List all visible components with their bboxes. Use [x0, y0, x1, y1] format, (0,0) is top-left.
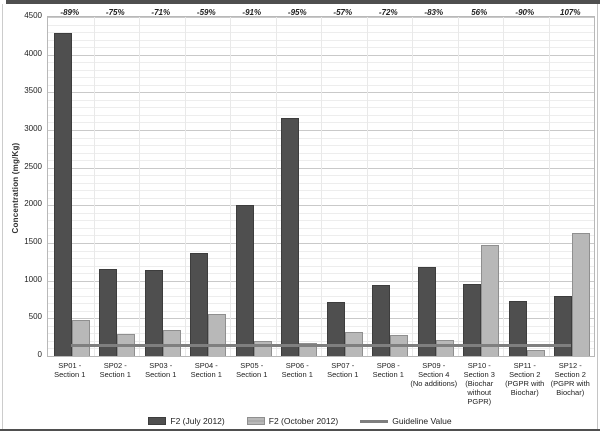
legend-label: F2 (October 2012)	[268, 416, 339, 426]
category-separator	[230, 17, 231, 356]
legend-label: F2 (July 2012)	[170, 416, 225, 426]
category-separator	[139, 17, 140, 356]
chart-legend: F2 (July 2012) F2 (October 2012) Guideline…	[0, 414, 600, 428]
category-separator	[184, 17, 186, 356]
bar-july-sp11	[508, 300, 527, 356]
percent-change-label: 56%	[471, 8, 488, 17]
bar-july-sp12	[554, 296, 573, 356]
percent-change-label: -91%	[242, 8, 262, 17]
figure-left-border	[2, 4, 3, 429]
percent-change-label: -89%	[60, 8, 80, 17]
category-separator	[275, 17, 277, 356]
category-label: SP10 - Section 3 (Biochar without PGPR)	[463, 361, 495, 406]
legend-line-swatch	[360, 419, 389, 423]
legend-swatch-july	[148, 417, 167, 425]
bar-october-sp04	[208, 313, 227, 356]
bar-july-sp04	[190, 253, 209, 356]
guideline-value-line	[70, 343, 572, 347]
bar-october-sp09	[435, 340, 454, 356]
category-label: SP06 - Section 1	[281, 361, 313, 379]
category-separator	[366, 17, 368, 356]
bar-october-sp11	[526, 349, 545, 356]
category-separator	[503, 17, 504, 356]
percent-change-label: -72%	[378, 8, 398, 17]
bar-october-sp12	[572, 232, 591, 356]
plot-area	[47, 16, 595, 357]
percent-change-label: -90%	[515, 8, 535, 17]
percent-change-label: 107%	[560, 8, 581, 17]
bar-october-sp10	[481, 245, 500, 356]
legend-item: Guideline Value	[360, 416, 452, 426]
figure-bottom-border	[0, 429, 600, 431]
category-label: SP02 - Section 1	[99, 361, 131, 379]
percent-change-label: -83%	[424, 8, 444, 17]
category-label: SP05 - Section 1	[236, 361, 268, 379]
y-tick-label: 0	[37, 350, 42, 359]
category-separator	[412, 17, 413, 356]
bar-july-sp10	[463, 284, 482, 356]
y-tick-label: 1000	[24, 274, 42, 284]
category-label: SP09 - Section 4 (No additions)	[410, 361, 458, 388]
category-label: SP03 - Section 1	[145, 361, 177, 379]
bar-october-sp01	[71, 319, 90, 356]
bar-july-sp07	[326, 302, 345, 356]
percent-change-label: -57%	[333, 8, 353, 17]
bar-july-sp01	[53, 33, 72, 356]
y-tick-label: 2500	[24, 161, 42, 171]
y-tick-label: 500	[28, 312, 42, 322]
category-label: SP11 - Section 2 (PGPR with Biochar)	[505, 361, 545, 397]
category-separator	[548, 17, 550, 356]
y-tick-label: 1500	[24, 237, 42, 246]
category-separator	[457, 17, 459, 356]
category-label: SP08 - Section 1	[372, 361, 404, 379]
percent-change-label: -95%	[287, 8, 307, 17]
legend-item: F2 (October 2012)	[246, 416, 339, 426]
category-label: SP04 - Section 1	[190, 361, 222, 379]
bar-july-sp06	[281, 118, 300, 356]
y-tick-label: 3000	[24, 124, 42, 133]
y-tick-label: 4500	[24, 11, 42, 20]
bar-july-sp09	[417, 266, 436, 356]
y-tick-label: 4000	[24, 48, 42, 58]
bar-july-sp03	[144, 269, 163, 356]
category-label: SP12 - Section 2 (PGPR with Biochar)	[550, 361, 590, 397]
category-label: SP07 - Section 1	[327, 361, 359, 379]
category-separator	[321, 17, 322, 356]
legend-item: F2 (July 2012)	[148, 416, 225, 426]
y-tick-label: 2000	[24, 199, 42, 209]
percent-change-label: -59%	[196, 8, 216, 17]
legend-label: Guideline Value	[392, 416, 452, 426]
bar-july-sp08	[372, 284, 391, 356]
percent-change-label: -75%	[105, 8, 125, 17]
legend-swatch-october	[246, 417, 265, 425]
percent-change-label: -71%	[151, 8, 171, 17]
figure-right-border	[597, 4, 598, 429]
bar-july-sp05	[235, 205, 254, 356]
category-label: SP01 - Section 1	[54, 361, 86, 379]
bar-july-sp02	[99, 269, 118, 356]
y-tick-label: 3500	[24, 86, 42, 96]
bar-october-sp03	[162, 330, 181, 356]
figure-top-border	[6, 0, 600, 4]
category-separator	[93, 17, 95, 356]
